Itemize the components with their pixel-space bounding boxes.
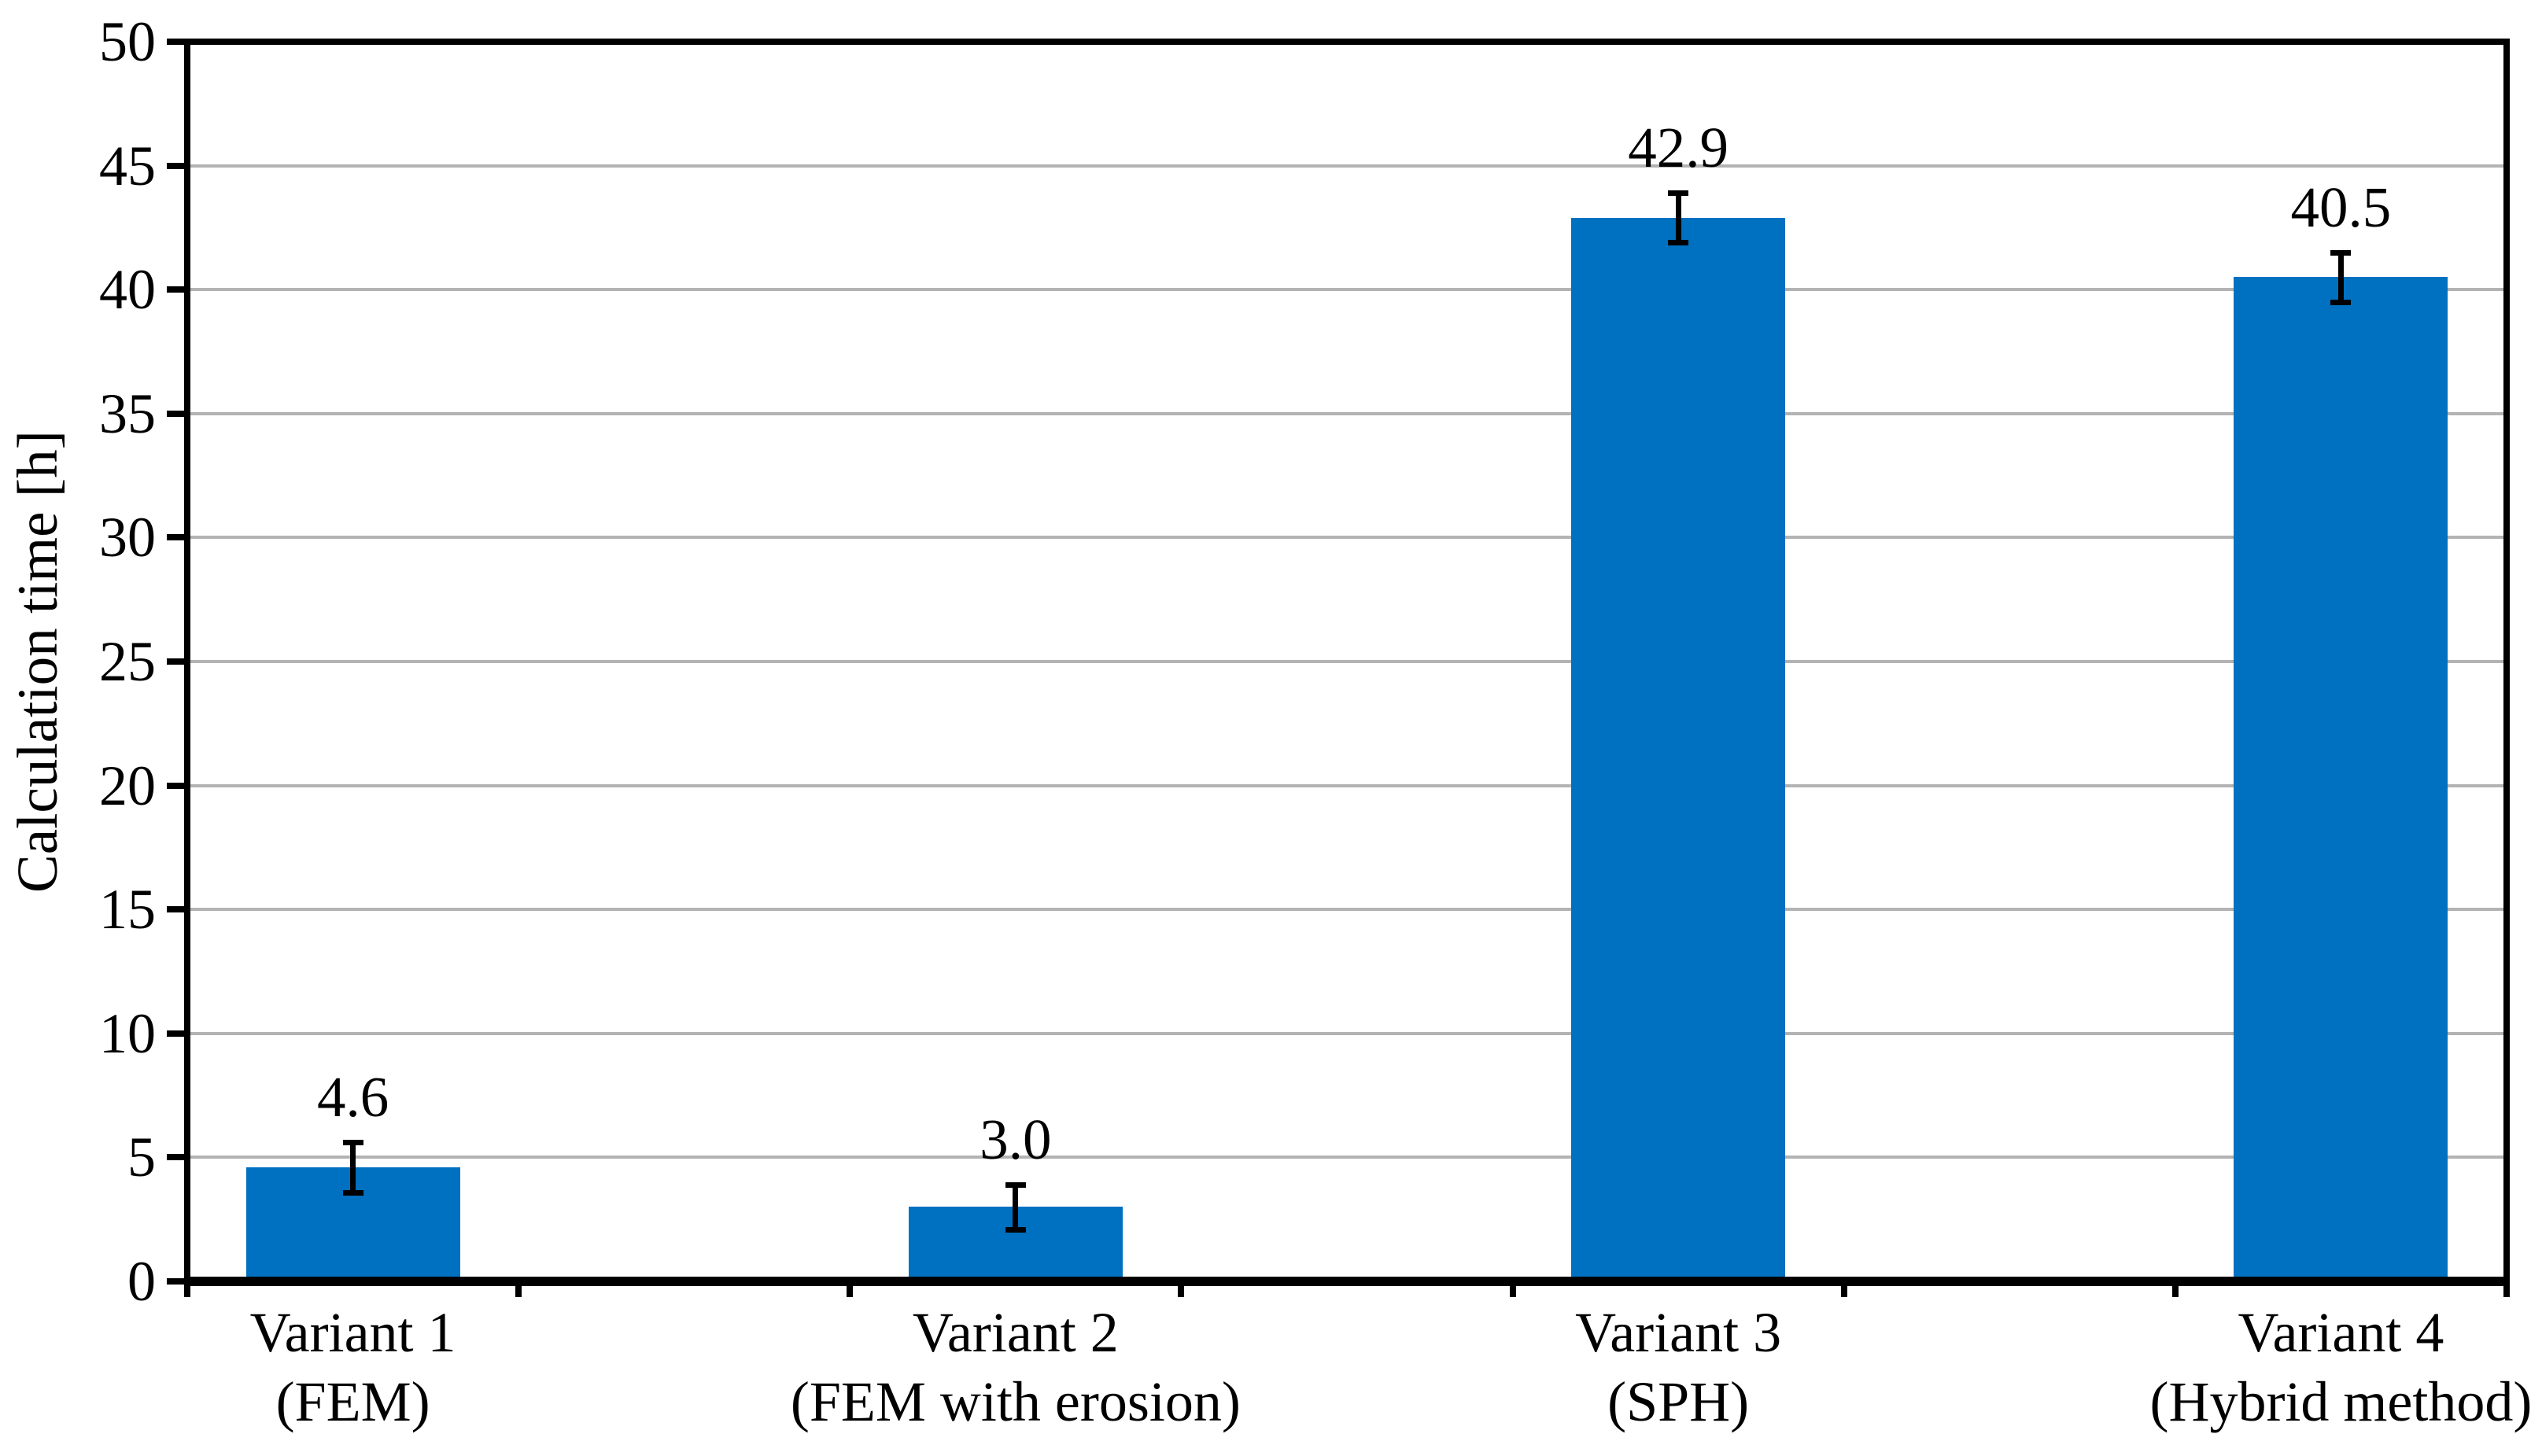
y-axis-line [184, 39, 190, 1285]
bar [1571, 217, 1786, 1281]
y-tick-mark [167, 410, 187, 417]
y-tick-label: 45 [99, 134, 156, 197]
plot-border-top [184, 39, 2510, 45]
category-label-line1: Variant 2 [912, 1301, 1119, 1364]
error-bar-cap-top [1005, 1182, 1026, 1189]
category-label-line2: (FEM with erosion) [790, 1370, 1241, 1433]
x-tick-mark [184, 1281, 190, 1297]
y-tick-mark [167, 1154, 187, 1161]
error-bar-line [1675, 193, 1681, 243]
gridline [187, 411, 2507, 415]
x-tick-mark [2503, 1281, 2510, 1297]
error-bar-cap-bottom [342, 1189, 363, 1196]
y-tick-mark [167, 286, 187, 293]
error-bar-cap-top [2330, 249, 2352, 256]
gridline [187, 908, 2507, 912]
gridline [187, 288, 2507, 292]
data-label: 42.9 [1628, 116, 1729, 180]
y-tick-mark [167, 162, 187, 169]
gridline [187, 1031, 2507, 1035]
y-tick-mark [167, 534, 187, 541]
error-bar-cap-top [342, 1140, 363, 1146]
error-bar-cap-bottom [1668, 240, 1689, 246]
x-tick-mark [1178, 1281, 1185, 1297]
error-bar-cap-bottom [1005, 1226, 1026, 1233]
category-label: Variant 2 (FEM with erosion) [654, 1298, 1378, 1436]
y-tick-label: 40 [99, 258, 156, 322]
y-tick-label: 50 [99, 10, 156, 73]
y-tick-label: 10 [99, 1001, 156, 1065]
category-label-line1: Variant 3 [1575, 1301, 1782, 1364]
x-axis-line [184, 1277, 2510, 1286]
category-label-line2: (Hybrid method) [2149, 1370, 2531, 1433]
category-label: Variant 3 (SPH) [1316, 1298, 2040, 1436]
y-tick-label: 5 [127, 1126, 156, 1189]
category-label-line1: Variant 4 [2238, 1301, 2444, 1364]
x-tick-mark [2171, 1281, 2179, 1297]
category-label-line2: (FEM) [275, 1370, 430, 1433]
error-bar-cap-bottom [2330, 299, 2352, 305]
gridline [187, 536, 2507, 540]
category-label: Variant 1 (FEM) [0, 1298, 715, 1436]
gridline [187, 164, 2507, 168]
error-bar-line [2337, 252, 2344, 302]
y-tick-label: 30 [99, 506, 156, 569]
category-label: Variant 4 (Hybrid method) [1979, 1298, 2531, 1436]
y-tick-mark [167, 906, 187, 913]
error-bar-line [350, 1142, 356, 1192]
bar [2234, 277, 2448, 1281]
y-tick-label: 25 [99, 630, 156, 693]
y-tick-mark [167, 1030, 187, 1037]
plot-border-right [2503, 39, 2510, 1285]
x-tick-mark [1840, 1281, 1847, 1297]
y-tick-label: 0 [127, 1250, 156, 1313]
data-label: 3.0 [980, 1108, 1052, 1172]
data-label: 4.6 [316, 1065, 389, 1130]
y-tick-mark [167, 658, 187, 665]
x-tick-mark [1509, 1281, 1516, 1297]
y-tick-label: 15 [99, 878, 156, 942]
y-tick-label: 20 [99, 754, 156, 817]
x-tick-mark [847, 1281, 854, 1297]
x-tick-mark [515, 1281, 522, 1297]
gridline [187, 660, 2507, 663]
error-bar-line [1013, 1185, 1019, 1229]
gridline [187, 1156, 2507, 1159]
y-tick-label: 35 [99, 382, 156, 445]
y-tick-mark [167, 39, 187, 45]
error-bar-cap-top [1668, 190, 1689, 197]
data-label: 40.5 [2290, 175, 2392, 239]
y-tick-mark [167, 782, 187, 789]
gridline [187, 783, 2507, 787]
category-label-line2: (SPH) [1607, 1370, 1750, 1433]
y-tick-mark [167, 1278, 187, 1285]
category-label-line1: Variant 1 [249, 1301, 456, 1364]
